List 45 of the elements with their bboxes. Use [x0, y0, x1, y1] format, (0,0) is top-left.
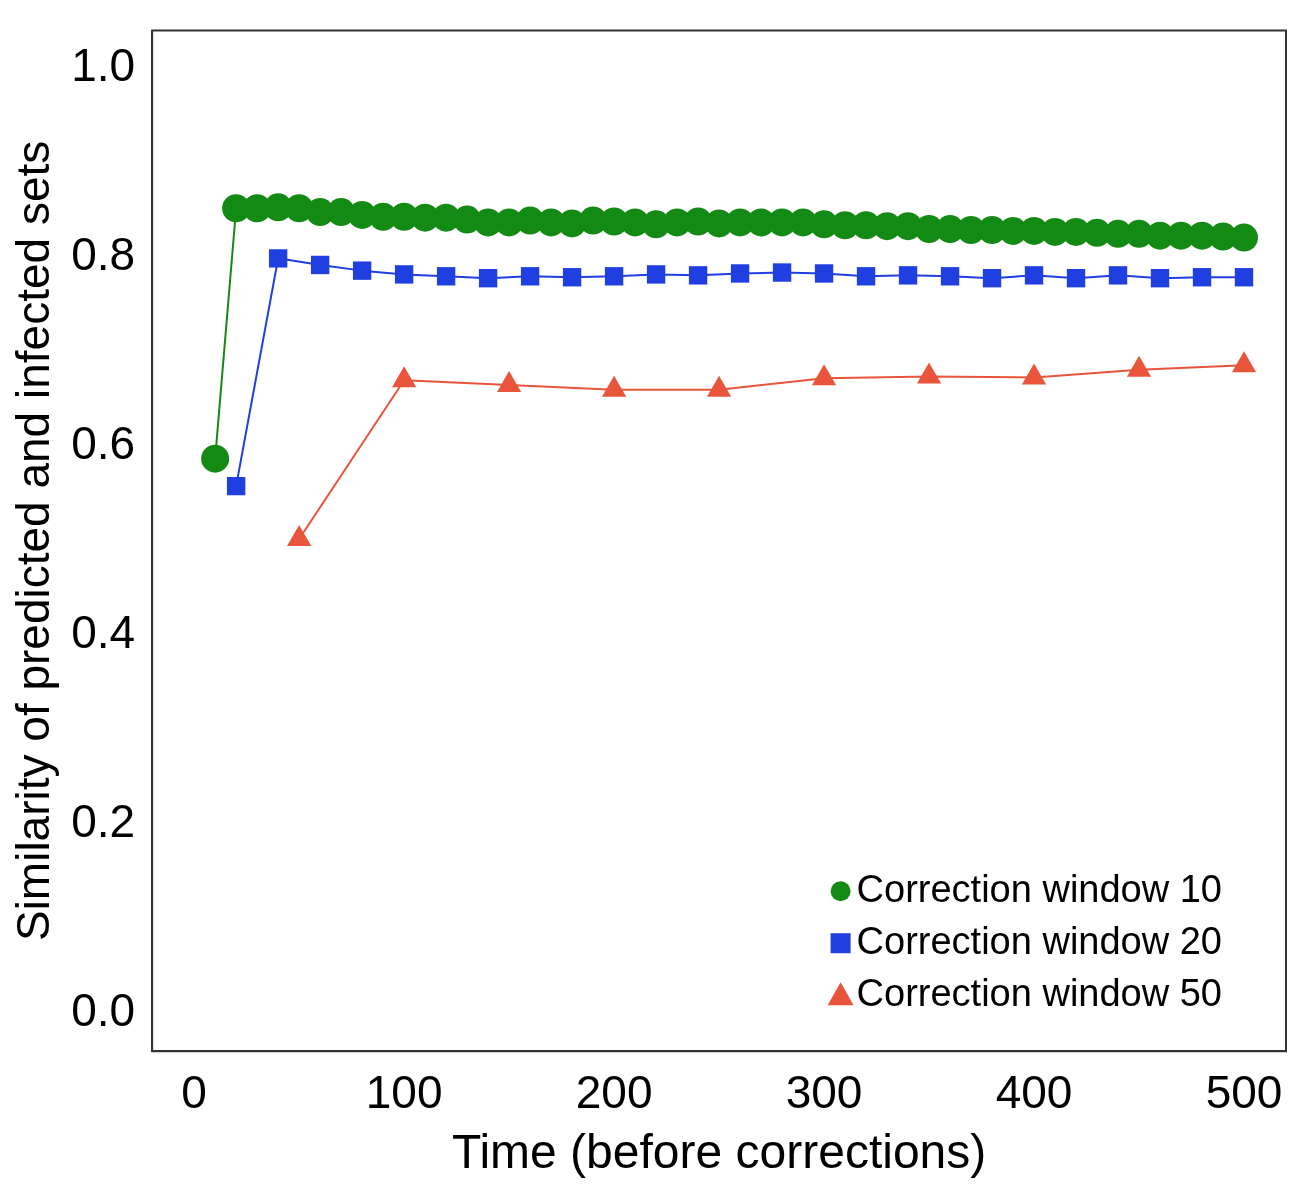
y-axis-title: Similarity of predicted and infected sets: [7, 140, 60, 942]
point: [352, 261, 372, 280]
point: [394, 265, 414, 284]
point: [562, 268, 582, 287]
legend-label: Correction window 50: [856, 971, 1223, 1014]
point: [1066, 269, 1086, 288]
point: [856, 267, 876, 286]
point: [814, 264, 834, 283]
point: [201, 444, 230, 473]
x-tick-label: 400: [995, 1066, 1073, 1119]
point: [436, 267, 456, 286]
point: [520, 267, 540, 286]
point: [688, 266, 708, 285]
point: [1234, 268, 1254, 287]
point: [1024, 266, 1044, 285]
point: [772, 263, 792, 282]
x-tick-label: 500: [1205, 1066, 1283, 1119]
y-tick-label: 0.8: [71, 228, 136, 281]
y-tick-label: 1.0: [71, 39, 136, 92]
point: [226, 476, 246, 496]
y-tick-label: 0.4: [71, 606, 136, 659]
point: [1108, 266, 1128, 285]
x-axis-title: Time (before corrections): [451, 1125, 987, 1179]
point: [478, 269, 498, 288]
point: [604, 267, 624, 286]
point: [268, 249, 288, 268]
point: [982, 269, 1002, 288]
point: [1150, 269, 1170, 288]
legend-label: Correction window 10: [856, 867, 1223, 910]
point: [1192, 268, 1212, 287]
x-tick-label: 0: [181, 1066, 207, 1119]
point: [940, 267, 960, 286]
y-tick-label: 0.0: [71, 984, 136, 1037]
point: [730, 264, 750, 283]
x-tick-label: 100: [365, 1066, 443, 1119]
legend-label: Correction window 20: [856, 919, 1223, 962]
point: [310, 255, 330, 275]
point: [898, 266, 918, 285]
x-tick-label: 300: [785, 1066, 863, 1119]
y-tick-label: 0.6: [71, 417, 136, 470]
point: [646, 265, 666, 284]
x-tick-label: 200: [575, 1066, 653, 1119]
point: [287, 525, 312, 547]
point: [1230, 223, 1259, 252]
y-tick-label: 0.2: [71, 795, 136, 848]
